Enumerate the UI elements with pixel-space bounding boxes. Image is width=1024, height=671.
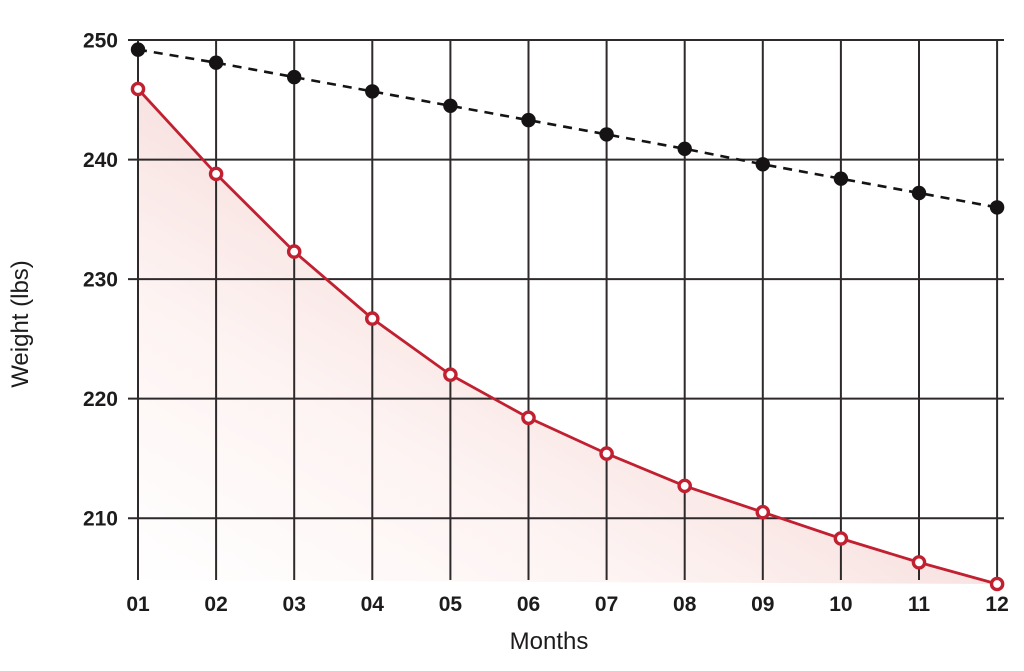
upper-series-point-05 [443,98,458,114]
x-tick-label-04: 04 [361,593,385,616]
x-tick-label-05: 05 [439,593,463,616]
x-tick-label-11: 11 [908,593,931,616]
lower-series-point-03 [286,244,302,259]
upper-series-point-01 [130,42,146,57]
y-tick-label-210: 210 [83,508,118,531]
lower-series-point-09 [755,504,771,520]
upper-series-point-12 [989,200,1005,215]
x-tick-label-06: 06 [517,593,540,616]
x-tick-label-02: 02 [204,593,227,616]
y-tick-label-220: 220 [83,388,118,411]
x-tick-label-10: 10 [829,593,852,616]
upper-series-line [137,48,998,209]
x-tick-label-01: 01 [126,593,150,616]
lower-series-point-11 [911,555,927,570]
y-tick-label-250: 250 [83,30,118,53]
upper-series-point-10 [833,171,849,186]
series-line-layer [136,48,998,586]
lower-series-point-07 [599,446,614,461]
tick-label-layer: 250 240 230 220 210 01 02 03 04 05 06 07 08 09 10 11 12 [83,30,1009,617]
lower-series-point-05 [443,367,458,383]
x-tick-label-08: 08 [673,593,697,616]
x-tick-label-07: 07 [595,593,618,616]
lower-series-line [136,88,998,586]
upper-series-point-09 [755,157,770,172]
upper-series-point-06 [521,112,536,128]
lower-series-point-02 [208,166,224,182]
lower-series-point-04 [364,311,380,326]
upper-series-point-11 [911,185,927,201]
x-tick-label-12: 12 [985,593,1008,616]
upper-series-point-07 [599,127,614,142]
upper-series-point-04 [365,84,380,99]
area-fill-layer [138,89,998,584]
x-tick-label-09: 09 [751,593,774,616]
upper-series-point-08 [677,141,692,156]
y-tick-label-240: 240 [83,149,118,172]
x-axis-title: Months [510,628,589,655]
upper-series-point-03 [287,69,302,85]
lower-series-point-10 [833,531,849,546]
upper-series-point-02 [208,55,224,70]
lower-series-point-06 [521,410,536,426]
area-under-lower-series [138,89,998,584]
lower-series-point-12 [989,576,1005,592]
lower-series-point-01 [130,81,146,97]
y-tick-label-230: 230 [83,269,118,292]
gridline-layer [128,39,1004,580]
x-tick-label-03: 03 [283,593,306,616]
lower-series-point-08 [677,478,693,494]
y-axis-title: Weight (lbs) [7,260,34,388]
series-marker-layer [130,42,1005,592]
